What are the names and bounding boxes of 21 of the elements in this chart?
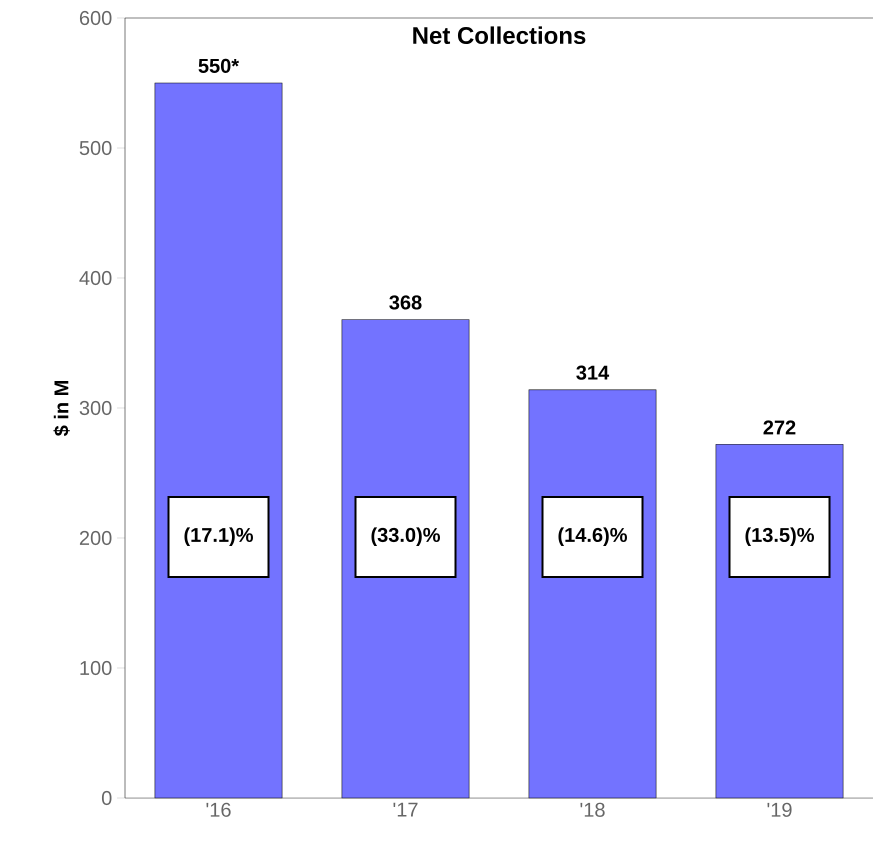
data-label: 368 xyxy=(389,295,422,310)
data-label: 314 xyxy=(576,366,610,380)
annotation: (17.1)% xyxy=(184,527,253,546)
y-tick-label: 0 xyxy=(102,790,112,806)
y-tick-label: 500 xyxy=(80,140,112,156)
annotation: (14.6)% xyxy=(558,527,627,546)
annotation: (33.0)% xyxy=(371,527,440,546)
y-tick-label: 600 xyxy=(80,10,112,26)
y-tick-label: 200 xyxy=(80,530,112,546)
x-tick-label: '18 xyxy=(580,802,605,817)
annotation: (13.5)% xyxy=(746,527,814,546)
x-tick-label: '17 xyxy=(394,802,418,816)
y-tick-label: 300 xyxy=(80,400,112,416)
x-tick-label: '16 xyxy=(206,802,231,817)
data-label: 550* xyxy=(198,58,240,73)
y-tick-label: 400 xyxy=(79,270,112,286)
y-tick-label: 100 xyxy=(80,660,112,676)
data-label: 272 xyxy=(764,420,796,434)
chart-title: Net Collections xyxy=(413,26,586,44)
y-axis-title: $ in M xyxy=(53,381,70,436)
x-tick-label: '19 xyxy=(768,802,792,817)
